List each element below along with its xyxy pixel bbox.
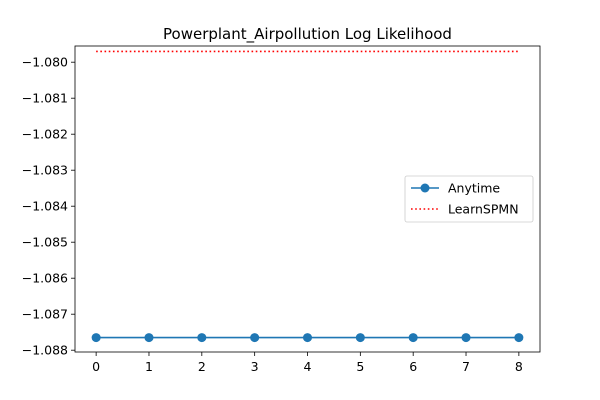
anytime-point xyxy=(250,333,260,343)
anytime-legend-marker xyxy=(420,183,430,193)
x-tick-label: 5 xyxy=(356,359,364,374)
anytime-point xyxy=(355,333,365,343)
anytime-point xyxy=(461,333,471,343)
y-tick-label: −1.085 xyxy=(22,235,68,250)
y-tick-label: −1.086 xyxy=(22,271,68,286)
anytime-point xyxy=(514,333,524,343)
x-tick-label: 1 xyxy=(145,359,153,374)
anytime-point xyxy=(197,333,207,343)
x-axis: 0 1 2 3 4 5 6 7 8 xyxy=(92,352,523,374)
anytime-legend-label: Anytime xyxy=(448,181,500,196)
y-tick-label: −1.087 xyxy=(22,307,68,322)
anytime-point xyxy=(91,333,101,343)
series-layer xyxy=(91,50,524,343)
learnspmn-legend-label: LearnSPMN xyxy=(448,202,519,217)
y-tick-label: −1.082 xyxy=(22,127,68,142)
anytime-point xyxy=(303,333,312,343)
x-tick-label: 6 xyxy=(409,359,417,374)
x-tick-label: 4 xyxy=(304,359,312,374)
y-tick-label: −1.088 xyxy=(22,343,68,358)
x-tick-label: 3 xyxy=(251,359,259,374)
y-axis: −1.080 −1.081 −1.082 −1.083 −1.084 −1.085 −1.0… xyxy=(22,55,75,358)
y-tick-label: −1.084 xyxy=(22,199,68,214)
y-tick-label: −1.080 xyxy=(22,55,68,70)
chart-title: Powerplant_Airpollution Log Likelihood xyxy=(163,25,452,44)
x-tick-label: 7 xyxy=(462,359,470,374)
anytime-point xyxy=(144,333,154,343)
x-tick-label: 8 xyxy=(515,359,523,374)
legend: Anytime LearnSPMN xyxy=(404,175,534,223)
x-tick-label: 2 xyxy=(198,359,206,374)
x-tick-label: 0 xyxy=(92,359,100,374)
anytime-point xyxy=(408,333,418,343)
y-tick-label: −1.083 xyxy=(22,163,68,178)
y-tick-label: −1.081 xyxy=(22,91,68,106)
